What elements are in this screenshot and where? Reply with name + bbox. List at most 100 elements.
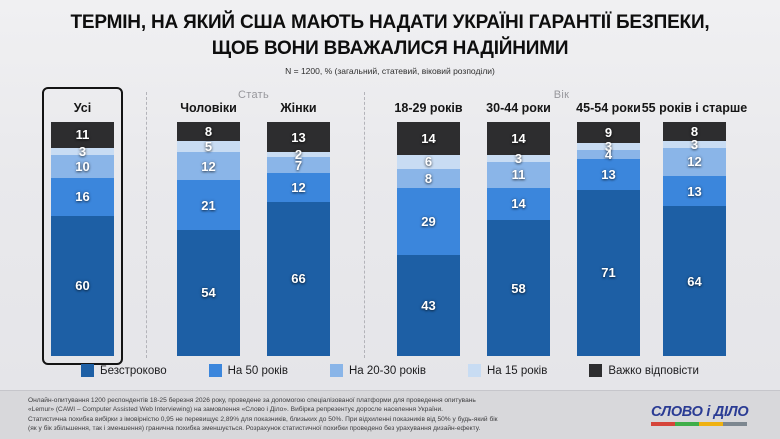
stacked-bar: 9 3 4 13 71 — [577, 122, 640, 356]
bar-segment: 14 — [397, 122, 460, 155]
bar-value-label: 12 — [687, 154, 702, 170]
category-label: Жінки — [280, 101, 317, 115]
bar-value-label: 16 — [75, 189, 90, 205]
bar-value-label: 13 — [687, 183, 702, 199]
footer-methodology-line: Онлайн-опитування 1200 респондентів 18-2… — [28, 397, 476, 404]
category-label: 55 років і старше — [641, 101, 748, 115]
chart-legend: Безстроково На 50 років На 20-30 років На 1… — [0, 364, 780, 377]
bar-value-label: 8 — [690, 123, 699, 139]
bar-value-label: 29 — [421, 213, 436, 229]
logo-underline — [651, 422, 747, 426]
bar-segment: 14 — [487, 122, 550, 155]
bar-segment: 11 — [487, 161, 550, 188]
stacked-bar: 14 3 11 14 58 — [487, 122, 550, 356]
bar-value-label: 8 — [424, 170, 433, 186]
bar-segment: 13 — [577, 159, 640, 190]
group-separator — [364, 92, 365, 358]
legend-label: Безстроково — [100, 364, 167, 377]
bar-segment: 8 — [177, 122, 240, 141]
bar-segment: 12 — [177, 152, 240, 181]
bar-value-label: 58 — [511, 280, 526, 296]
bar-segment: 60 — [51, 215, 114, 356]
bar-segment: 8 — [397, 168, 460, 188]
logo-underline-segment — [651, 422, 675, 426]
chart-subtitle: N = 1200, % (загальний, статевий, вікови… — [285, 66, 495, 76]
bar-value-label: 14 — [511, 196, 526, 212]
bar-segment: 64 — [663, 206, 726, 356]
bar-value-label: 8 — [204, 123, 213, 139]
footer-methodology-line: (як у бік збільшення, так і зменшення) г… — [28, 425, 481, 433]
stacked-bar: 8 5 12 21 54 — [177, 122, 240, 356]
legend-item: На 15 років — [467, 364, 548, 377]
stacked-bar: 13 2 7 12 66 — [267, 122, 330, 356]
stacked-bar: 8 3 12 13 64 — [663, 122, 726, 356]
bar-value-label: 54 — [201, 285, 216, 301]
bar-value-label: 3 — [514, 150, 523, 166]
page-title-line1: ТЕРМІН, НА ЯКИЙ США МАЮТЬ НАДАТИ УКРАЇНІ… — [70, 12, 710, 33]
footer-methodology-line: «Lemur» (CAWI – Computer Assisted Web In… — [28, 406, 443, 414]
group-header-стать: Стать — [237, 89, 270, 101]
bar-segment: 7 — [267, 157, 330, 174]
legend-swatch — [589, 364, 603, 377]
bar-segment: 3 — [487, 150, 550, 166]
bar-value-label: 10 — [75, 158, 90, 174]
legend-label: На 50 років — [227, 364, 288, 377]
bar-segment: 2 — [267, 148, 330, 161]
legend-swatch — [208, 364, 222, 377]
bar-segment: 13 — [267, 122, 330, 153]
bar-segment: 71 — [577, 189, 640, 356]
legend-label: Важко відповісти — [608, 364, 699, 377]
bar-value-label: 4 — [604, 147, 613, 163]
stacked-bar: 14 6 8 29 43 — [397, 122, 460, 356]
legend-label: На 20-30 років — [348, 364, 426, 377]
legend-item: Важко відповісти — [589, 364, 699, 377]
group-header-вік: Вік — [553, 89, 570, 101]
bar-value-label: 5 — [204, 139, 213, 155]
bar-value-label: 3 — [78, 143, 87, 159]
logo-underline-segment — [675, 422, 699, 426]
bar-segment: 43 — [397, 255, 460, 356]
bar-segment: 3 — [51, 143, 114, 159]
bar-value-label: 11 — [75, 127, 90, 143]
header: ТЕРМІН, НА ЯКИЙ США МАЮТЬ НАДАТИ УКРАЇНІ… — [0, 10, 780, 76]
bar-segment: 3 — [663, 136, 726, 152]
category-label: Усі — [73, 101, 92, 115]
bar-value-label: 12 — [291, 179, 306, 195]
bar-segment: 29 — [397, 187, 460, 256]
bar-value-label: 60 — [75, 278, 90, 294]
bar-segment: 9 — [577, 122, 640, 144]
group-separator — [146, 92, 147, 358]
bar-value-label: 2 — [294, 147, 303, 163]
bar-value-label: 12 — [201, 158, 216, 174]
footer-methodology-line: Статистична похибка вибірки з імовірніст… — [28, 415, 498, 423]
bar-segment: 14 — [487, 187, 550, 221]
category-label: 30-44 роки — [486, 101, 551, 115]
bar-segment: 12 — [267, 173, 330, 202]
bar-segment: 54 — [177, 229, 240, 356]
bar-value-label: 3 — [690, 136, 699, 152]
logo-text: СЛОВО і ДІЛО — [651, 404, 749, 420]
legend-swatch — [329, 364, 343, 377]
legend-label: На 15 років — [486, 364, 548, 377]
bar-value-label: 11 — [511, 167, 526, 183]
bar-value-label: 43 — [421, 298, 436, 314]
legend-swatch — [467, 364, 481, 377]
bar-value-label: 9 — [604, 125, 613, 141]
logo-underline-segment — [699, 422, 723, 426]
bar-segment: 3 — [577, 139, 640, 155]
bar-segment: 12 — [663, 147, 726, 176]
bar-value-label: 13 — [291, 129, 306, 145]
bar-segment: 10 — [51, 154, 114, 179]
category-label: 45-54 роки — [576, 101, 641, 115]
bar-segment: 58 — [487, 220, 550, 356]
bar-value-label: 21 — [201, 197, 216, 213]
bar-segment: 5 — [177, 139, 240, 155]
footer: Онлайн-опитування 1200 респондентів 18-2… — [0, 390, 780, 439]
bar-segment: 66 — [267, 201, 330, 356]
bar-value-label: 13 — [601, 167, 616, 183]
stacked-bar: 11 3 10 16 60 — [51, 122, 114, 356]
bar-value-label: 14 — [511, 130, 526, 146]
bar-value-label: 3 — [604, 139, 613, 155]
